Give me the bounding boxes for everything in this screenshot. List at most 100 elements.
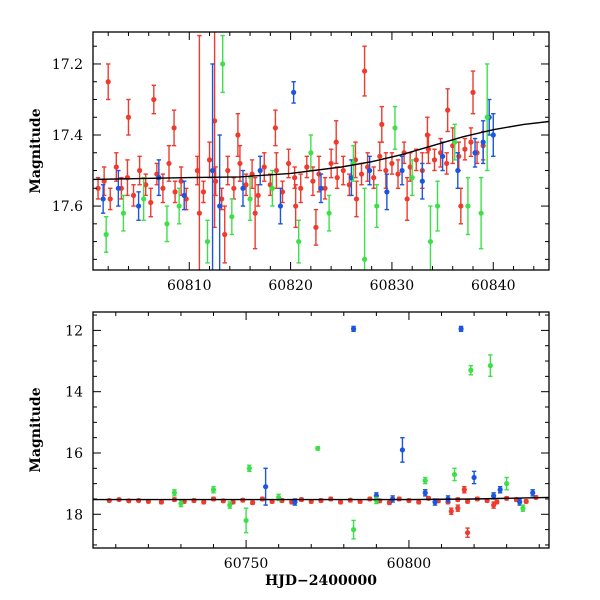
bottom-series-0-point xyxy=(523,498,529,505)
bottom-x-tick-label: 60750 xyxy=(224,556,269,572)
bottom-series-0-point xyxy=(106,497,112,504)
top-series-0-point xyxy=(194,167,200,174)
top-series-0-point xyxy=(143,182,149,188)
top-series-0-point xyxy=(171,125,177,131)
top-series-0-point xyxy=(95,185,101,191)
bottom-series-0-point xyxy=(337,499,344,505)
top-series-0-point xyxy=(107,196,113,202)
bottom-series-2-point xyxy=(227,502,233,508)
top-series-2-point xyxy=(374,203,380,209)
bottom-y-tick-label: 18 xyxy=(65,507,83,523)
top-series-0-point xyxy=(353,196,360,202)
bottom-series-1-point xyxy=(458,326,464,332)
bottom-series-2-point xyxy=(246,465,252,471)
top-y-tick-label: 17.6 xyxy=(52,199,83,215)
top-series-0-point xyxy=(346,182,352,188)
bottom-series-0-point xyxy=(191,497,197,504)
top-series-0-point xyxy=(272,125,278,131)
top-series-0-point xyxy=(358,171,365,177)
top-data-layer xyxy=(93,32,549,270)
bottom-series-0-point xyxy=(455,505,461,511)
bottom-series-0-point xyxy=(464,498,471,505)
top-series-1-point xyxy=(384,189,390,195)
top-series-0-point xyxy=(304,164,310,170)
bottom-series-0-point xyxy=(136,497,142,504)
bottom-series-1-point xyxy=(471,474,477,481)
top-series-0-point xyxy=(200,189,207,195)
bottom-series-1-point xyxy=(292,499,298,505)
bottom-model-curve xyxy=(93,496,549,501)
top-series-2-point xyxy=(120,210,126,216)
bottom-series-2-point xyxy=(504,481,510,487)
top-series-1-point xyxy=(367,167,373,174)
top-series-0-point xyxy=(361,68,368,74)
bottom-axis-ticks: 60750 60800 12 14 16 18 xyxy=(65,312,549,572)
top-series-1-point xyxy=(217,203,223,209)
bottom-series-0-point xyxy=(201,499,207,505)
top-series-0-point xyxy=(105,79,111,85)
top-series-0-point xyxy=(444,160,450,167)
top-series-1-point xyxy=(455,167,461,174)
bottom-series-0-point xyxy=(491,502,497,508)
top-series-0-point xyxy=(413,157,419,163)
bottom-series-1-point xyxy=(530,490,536,496)
bottom-series-2 xyxy=(171,354,526,540)
top-model-curve xyxy=(93,120,549,181)
top-series-2-point xyxy=(409,175,415,181)
bottom-series-2-point xyxy=(243,517,249,524)
bottom-series-0-point xyxy=(448,508,454,514)
top-series-0 xyxy=(95,32,486,270)
top-x-tick-label: 60830 xyxy=(370,278,415,294)
bottom-y-tick-label: 12 xyxy=(65,323,83,339)
bottom-series-1-point xyxy=(350,326,357,332)
top-series-0-point xyxy=(252,210,258,216)
top-series-0-point xyxy=(237,160,243,167)
top-series-2-point xyxy=(361,256,368,262)
bottom-series-2-point xyxy=(373,497,379,504)
bottom-series-1-point xyxy=(491,493,497,499)
top-series-2-point xyxy=(296,238,302,245)
top-series-1-point xyxy=(490,132,496,138)
top-y-tick-label: 17.2 xyxy=(52,57,83,73)
top-series-2-point xyxy=(141,196,147,202)
top-series-0-point xyxy=(310,178,316,184)
bottom-series-0-point xyxy=(250,500,256,506)
top-series-1-point xyxy=(277,203,284,209)
top-series-2-point xyxy=(392,125,398,131)
bottom-series-1-point xyxy=(422,490,428,496)
top-series-0-point xyxy=(172,189,178,195)
top-x-tick-label: 60840 xyxy=(471,278,516,294)
top-series-2-point xyxy=(465,203,471,209)
top-series-0-point xyxy=(383,167,389,174)
bottom-series-1-point xyxy=(263,484,269,490)
bottom-series-2-point xyxy=(171,490,178,496)
top-series-0-point xyxy=(445,107,451,113)
bottom-series-2-point xyxy=(487,363,493,369)
bottom-panel: 60750 60800 12 14 16 18 Magnitude HJD−2400000 xyxy=(28,311,550,589)
bottom-series-0-point xyxy=(464,530,471,536)
top-series-0-point xyxy=(160,185,166,191)
top-series-0-point xyxy=(468,139,474,145)
top-series-0-point xyxy=(178,178,184,184)
top-series-0-point xyxy=(273,167,280,174)
top-series-2-point xyxy=(220,61,226,67)
top-series-0-point xyxy=(379,121,385,127)
top-series-0-point xyxy=(389,160,395,167)
top-series-0-point xyxy=(235,132,241,138)
top-series-0-point xyxy=(470,89,476,95)
top-series-2-point xyxy=(229,214,235,220)
top-series-0-point xyxy=(225,167,231,174)
top-series-0-point xyxy=(166,160,172,167)
top-series-0-point xyxy=(424,132,430,138)
top-series-2-point xyxy=(326,210,332,216)
bottom-series-1-point xyxy=(432,499,438,505)
top-series-1-point xyxy=(240,185,246,191)
bottom-series-2-point xyxy=(520,505,526,511)
top-series-0-point xyxy=(113,164,119,170)
top-series-2-point xyxy=(103,231,109,238)
top-x-tick-label: 60810 xyxy=(167,278,212,294)
top-series-0-point xyxy=(130,192,137,199)
top-series-2-point xyxy=(308,150,314,156)
top-series-0-point xyxy=(231,185,237,191)
bottom-y-axis-label: Magnitude xyxy=(28,387,44,472)
